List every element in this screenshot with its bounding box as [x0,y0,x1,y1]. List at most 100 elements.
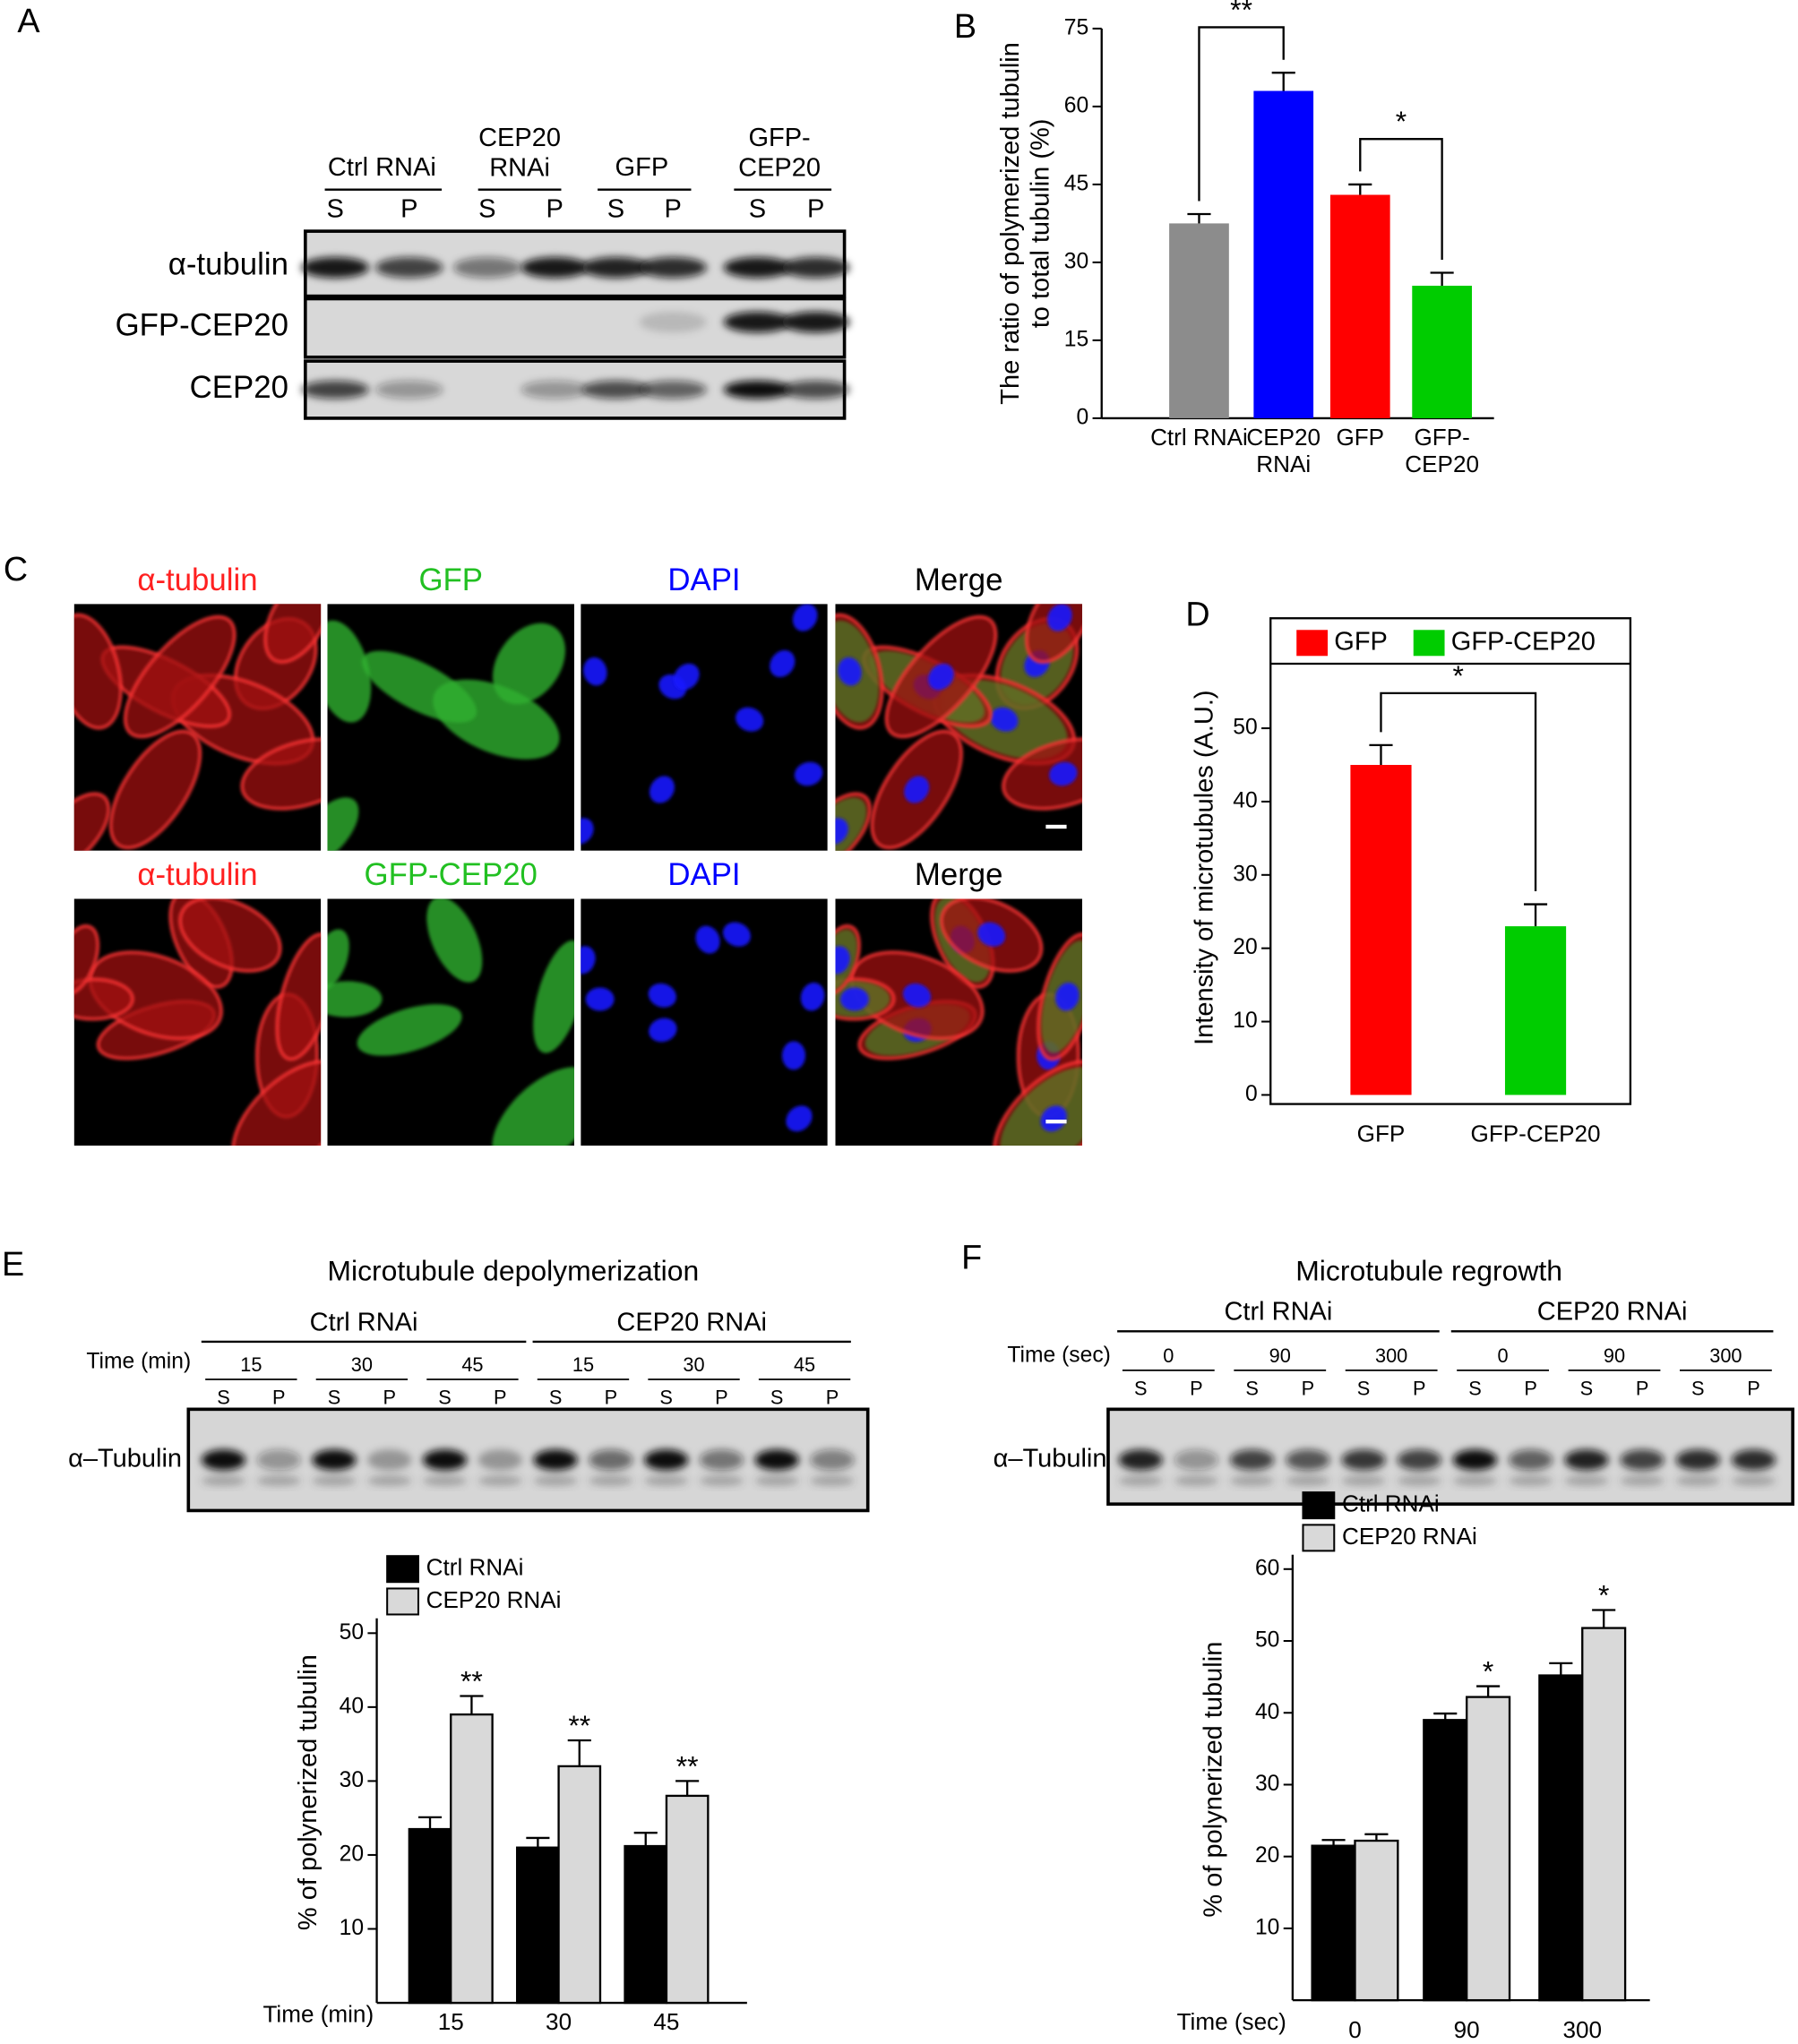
cell-gfp [357,1004,462,1056]
panel-label: A [17,2,40,39]
panel-label: E [2,1245,24,1283]
lane-label: P [383,1386,397,1408]
blot-band [723,380,792,399]
micrograph [581,898,828,1146]
y-tick-label: 50 [1233,716,1257,740]
lane-label: S [438,1386,452,1408]
text-line: CEP20 [1246,424,1321,451]
nucleus [781,1041,806,1070]
blot-band [1397,1449,1441,1471]
y-tick-label: 50 [1255,1628,1279,1653]
cell [178,898,282,973]
blot-group-label: CEP20 RNAi [478,124,561,182]
nucleus [695,925,720,954]
nucleus [648,983,676,1008]
blot-band [477,1449,522,1471]
blot-band [781,312,850,333]
y-axis-label: % of polynerized tubulin [294,1654,323,1930]
bar [624,1844,668,2005]
blot-band-faint [810,1475,855,1486]
blot-band-faint [1229,1475,1275,1486]
legend-swatch [1302,1491,1336,1520]
blot-band [375,380,443,399]
blot-group-label: Ctrl RNAi [310,1308,418,1336]
nucleus [786,1105,813,1132]
lane-label: P [546,195,563,224]
blot-row-label: GFP-CEP20 [116,308,288,343]
text-line: RNAi [489,153,550,182]
blot-band [520,257,589,279]
lane-label: P [1413,1377,1426,1399]
panel-label: C [4,550,28,588]
cell [73,924,99,996]
cell-gfp [327,929,349,992]
bar [1423,1719,1468,2002]
blot-band-faint [1620,1475,1665,1486]
significance-bracket [1198,26,1285,202]
bar [1329,194,1390,418]
text-line: RNAi [1256,451,1311,477]
blot-band [581,257,650,279]
blot-band [422,1449,468,1471]
blot-band [375,257,443,279]
y-tick-label: 20 [1255,1843,1279,1868]
channel-label: Merge [915,563,1003,597]
lane-label: S [328,1386,341,1408]
lane-label: P [605,1386,618,1408]
blot-band [367,1449,412,1471]
blot-band-faint [1397,1475,1441,1486]
blot-band [643,1449,689,1471]
blot-band [301,257,369,279]
lane-label: S [1580,1377,1594,1399]
time-tick-label: 300 [1709,1344,1742,1367]
lane-label: S [749,195,766,224]
blot-band [639,380,707,399]
significance-bracket [1380,691,1537,892]
text-line: CEP20 [478,124,561,152]
blot-band [1509,1449,1553,1471]
micrograph [835,898,1082,1146]
significance-label: ** [460,1664,483,1696]
blot-band [589,1449,633,1471]
y-tick-label: 10 [1255,1915,1279,1939]
y-tick-label: 75 [1064,15,1088,39]
cell-gfp [327,981,383,1018]
x-axis-label: Time (min) [262,2000,374,2027]
blot-band-faint [256,1475,301,1486]
nucleus [977,922,1006,947]
nucleus [1040,1105,1067,1132]
legend-swatch [386,1555,419,1584]
bar [1412,286,1472,418]
cell [263,604,322,664]
blot-band-faint [1675,1475,1720,1486]
blot-title: Microtubule regrowth [1295,1255,1562,1287]
blot-band [1118,1449,1163,1471]
nucleus [902,983,932,1008]
y-tick-label: 50 [340,1620,364,1645]
y-tick-label: 40 [1255,1700,1279,1724]
blot-band-faint [367,1475,412,1486]
lane-label: S [770,1386,784,1408]
bar [1169,223,1229,418]
nucleus [1047,604,1072,631]
lane-label: P [1190,1377,1203,1399]
channel-label: DAPI [667,563,740,597]
nucleus [835,946,850,975]
time-tick-label: 15 [572,1353,594,1376]
blot-band [781,257,850,279]
y-axis-label: The ratio of polymerized tubulinto total… [996,42,1054,405]
blot-band [1286,1449,1330,1471]
blot-band [639,312,707,333]
blot-row-label: α–Tubulin [68,1445,182,1473]
lane-label: S [1357,1377,1371,1399]
blot-band-faint [1174,1475,1219,1486]
blot-group-label: Ctrl RNAi [328,153,436,182]
legend-label: Ctrl RNAi [426,1554,524,1581]
cell [124,615,237,739]
cell [231,1060,322,1146]
legend-label: Ctrl RNAi [1342,1490,1440,1517]
bar [408,1827,452,2005]
nucleus [990,707,1019,732]
